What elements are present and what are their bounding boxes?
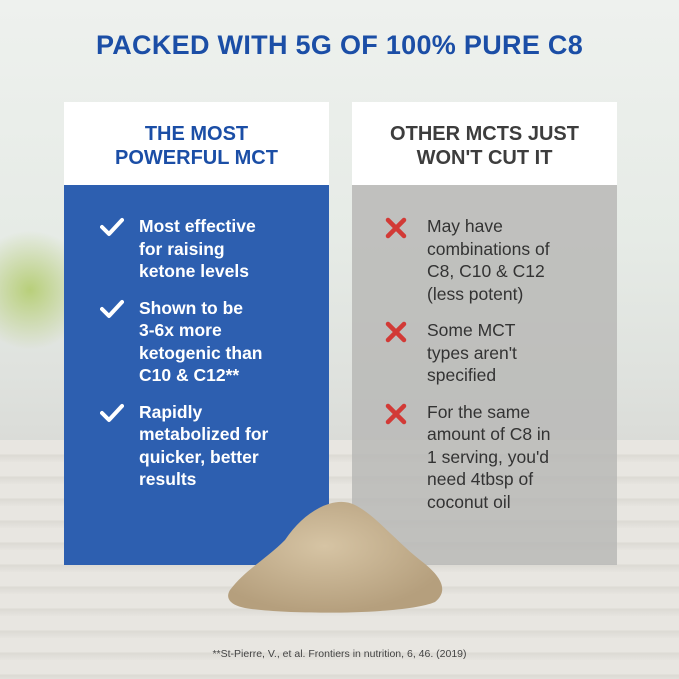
text-line: amount of C8 in	[427, 424, 551, 444]
x-icon	[352, 215, 427, 305]
text-line: specified	[427, 365, 497, 385]
text-line: May have	[427, 216, 503, 236]
text-line: for raising	[139, 238, 225, 259]
list-item-text: May have combinations of C8, C10 & C12 (les…	[427, 215, 550, 305]
heading-line: OTHER MCTS JUST	[390, 122, 579, 145]
list-item-text: Rapidly metabolized for quicker, better res…	[139, 401, 268, 491]
list-item-text: For the same amount of C8 in 1 serving, yo…	[427, 401, 551, 514]
text-line: coconut oil	[427, 491, 511, 512]
list-item-text: Some MCT types aren't specified	[427, 319, 517, 387]
list-item-text: Shown to be 3-6x more ketogenic than C10 & …	[139, 297, 263, 387]
text-line: Rapidly	[139, 401, 203, 422]
text-line: C8, C10 & C12	[427, 261, 545, 281]
heading-line: POWERFUL MCT	[115, 146, 278, 169]
text-line: ketogenic than	[139, 342, 263, 363]
heading-line: THE MOST	[144, 122, 249, 145]
powder-pile-image	[228, 501, 443, 613]
text-line: types aren't	[427, 342, 517, 363]
text-line: 3-6x more	[139, 320, 222, 340]
citation: **St-Pierre, V., et al. Frontiers in nut…	[212, 648, 467, 660]
text-line: need 4tbsp of	[427, 469, 534, 489]
c8-panel-body: Most effective for raising ketone levels Sh…	[64, 185, 329, 565]
check-icon	[64, 401, 139, 491]
other-mcts-panel: OTHER MCTS JUST WON'T CUT IT May have comb…	[352, 102, 617, 565]
list-item: For the same amount of C8 in 1 serving, yo…	[352, 401, 617, 514]
other-mcts-panel-body: May have combinations of C8, C10 & C12 (les…	[352, 185, 617, 565]
text-line: results	[139, 469, 197, 489]
list-item: May have combinations of C8, C10 & C12 (les…	[352, 215, 617, 305]
text-line: Shown to be	[139, 297, 244, 318]
check-icon	[64, 215, 139, 283]
text-line: For the same	[427, 401, 531, 422]
list-item: Shown to be 3-6x more ketogenic than C10 & …	[64, 297, 329, 387]
text-line: (less potent)	[427, 283, 524, 304]
text-line: ketone levels	[139, 261, 249, 281]
check-icon	[64, 297, 139, 387]
text-line: Some MCT	[427, 320, 516, 340]
text-line: quicker, better	[139, 446, 259, 467]
c8-panel: THE MOST POWERFUL MCT Most effective for r…	[64, 102, 329, 565]
list-item: Some MCT types aren't specified	[352, 319, 617, 387]
text-line: 1 serving, you'd	[427, 446, 550, 467]
page-title: PACKED WITH 5G OF 100% PURE C8	[95, 30, 584, 60]
c8-panel-heading: THE MOST POWERFUL MCT	[64, 102, 329, 185]
text-line: metabolized for	[139, 424, 269, 444]
list-item-text: Most effective for raising ketone levels	[139, 215, 256, 283]
x-icon	[352, 401, 427, 514]
other-mcts-panel-heading: OTHER MCTS JUST WON'T CUT IT	[352, 102, 617, 185]
heading-line: WON'T CUT IT	[416, 146, 553, 169]
x-icon	[352, 319, 427, 387]
list-item: Most effective for raising ketone levels	[64, 215, 329, 283]
list-item: Rapidly metabolized for quicker, better res…	[64, 401, 329, 491]
text-line: C10 & C12**	[139, 365, 240, 385]
text-line: Most effective	[139, 216, 256, 236]
text-line: combinations of	[427, 238, 550, 259]
